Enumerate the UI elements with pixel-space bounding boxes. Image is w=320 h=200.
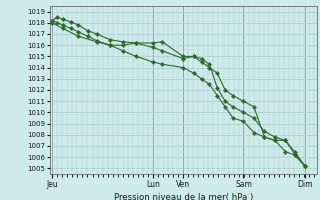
X-axis label: Pression niveau de la mer( hPa ): Pression niveau de la mer( hPa ) [114, 193, 253, 200]
